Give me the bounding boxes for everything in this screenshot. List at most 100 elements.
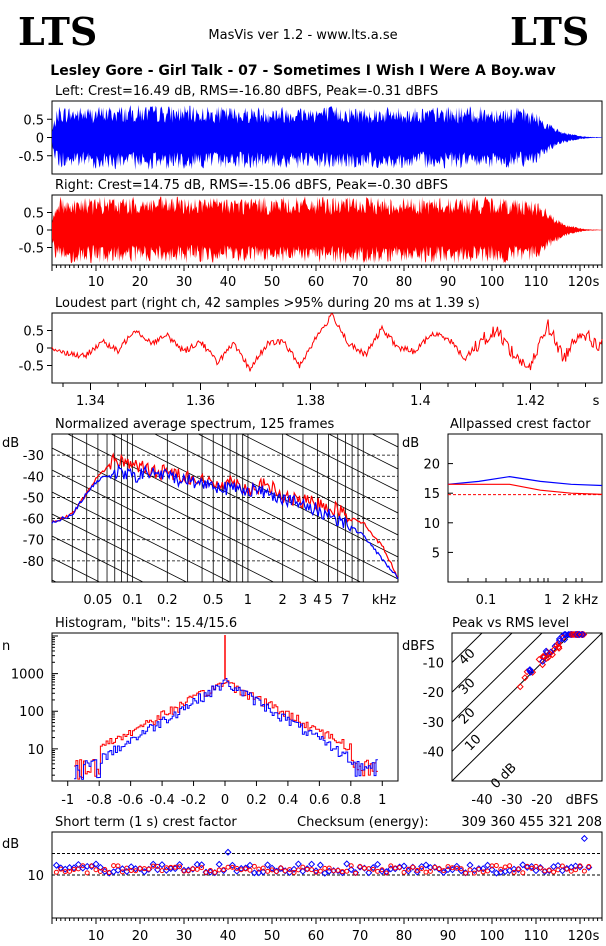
- crest-point-red: [573, 867, 579, 873]
- crest-point-blue: [426, 863, 434, 872]
- crest-point-blue: [220, 867, 228, 875]
- crest-point-blue: [66, 864, 74, 872]
- x-tick-label: 90: [440, 929, 457, 944]
- crest-point-red: [348, 863, 354, 869]
- y-tick-label: 10: [423, 517, 440, 532]
- right-title: Right: Crest=14.75 dB, RMS=-15.06 dBFS, …: [55, 178, 448, 193]
- crest-point-blue: [299, 867, 307, 875]
- rms-point: [527, 668, 535, 676]
- y-tick-label: -30: [423, 716, 444, 731]
- spectrum-panel: Normalized average spectrum, 125 frames …: [2, 417, 399, 865]
- crest-point-red: [185, 868, 191, 874]
- x-tick-label: 3: [299, 593, 307, 608]
- x-tick-label: -0.6: [118, 793, 143, 808]
- crest-point-blue: [378, 867, 386, 875]
- crest-point-red: [265, 868, 271, 874]
- peakrms-ylabel: dBFS: [402, 639, 435, 654]
- crest-point-blue: [457, 867, 465, 875]
- crest-point-blue: [347, 866, 355, 874]
- peakrms-plot: 40 30 20 100 dB -10 -20 -30 -40 -40 -30 -20 dBFS: [423, 630, 602, 808]
- file-title: Lesley Gore - Girl Talk - 07 - Sometimes…: [50, 63, 555, 79]
- crest-point-blue: [343, 860, 351, 868]
- loudest-title: Loudest part (right ch, 42 samples >95% …: [55, 296, 480, 311]
- x-tick-label: 40: [220, 275, 237, 290]
- slope-line: [52, 690, 398, 865]
- crest-diagonal: [452, 633, 543, 723]
- x-unit-label: s: [593, 394, 600, 409]
- crest-point-red: [581, 868, 587, 874]
- rms-point: [566, 630, 574, 639]
- x-tick-label: 7: [341, 593, 349, 608]
- crest-point-red: [146, 866, 152, 872]
- spectrum-ylabel: dB: [2, 436, 19, 451]
- x-tick-label: 0.5: [203, 593, 224, 608]
- y-tick-label: 0: [36, 342, 44, 357]
- x-tick-label: 0.4: [278, 793, 299, 808]
- crest-point-red: [102, 867, 108, 873]
- crest-point-red: [84, 870, 90, 876]
- left-channel-panel: Left: Crest=16.49 dB, RMS=-16.80 dBFS, P…: [19, 84, 603, 175]
- crest-point-blue: [250, 869, 258, 877]
- crest-point-red: [427, 868, 433, 874]
- app-title: MasVis ver 1.2 - www.lts.a.se: [208, 28, 397, 43]
- crest-point-red: [405, 866, 411, 872]
- x-tick-label: 10: [88, 929, 105, 944]
- crest-point-red: [247, 867, 253, 873]
- rms-point: [543, 648, 551, 656]
- crest-point-red: [190, 866, 196, 872]
- crest-point-red: [432, 864, 438, 870]
- rms-point: [539, 657, 547, 665]
- shortcrest-title: Short term (1 s) crest factor: [55, 815, 237, 830]
- y-tick-label: -50: [23, 491, 44, 506]
- x-tick-label: -0.4: [149, 793, 174, 808]
- x-tick-label: 0.1: [122, 593, 143, 608]
- rms-point: [521, 674, 529, 682]
- slope-line: [327, 434, 398, 470]
- right-ticks: 0.5 0 -0.5: [19, 207, 52, 257]
- crest-point-blue: [338, 869, 346, 877]
- crest-point-red: [221, 867, 227, 873]
- x-tick-label: 4: [313, 593, 321, 608]
- histogram-panel: Histogram, "bits": 15.4/15.6 n 100010010…: [2, 616, 399, 808]
- x-tick-label: 110: [524, 929, 549, 944]
- x-tick-label: 0.6: [309, 793, 330, 808]
- crest-point-red: [471, 870, 477, 876]
- crest-point-red: [282, 868, 288, 874]
- rms-point: [574, 630, 582, 639]
- crest-point-blue: [237, 864, 245, 872]
- crest-point-red: [463, 870, 469, 876]
- spectrum-frame: [51, 433, 399, 583]
- y-tick-label: 5: [432, 546, 440, 561]
- crest-point-blue: [224, 848, 232, 856]
- crest-point-blue: [308, 860, 316, 868]
- crest-point-red: [111, 863, 117, 869]
- left-waveform: [52, 105, 602, 170]
- loudest-trace: [51, 313, 603, 372]
- crest-point-blue: [365, 869, 373, 877]
- crest-point-red: [458, 866, 464, 872]
- x-tick-label: 0.2: [157, 593, 178, 608]
- crest-point-red: [106, 869, 112, 875]
- crest-point-red: [476, 866, 482, 872]
- crest-point-red: [515, 866, 521, 872]
- y-tick-label: 10: [27, 743, 44, 758]
- y-tick-label: 0.5: [23, 113, 44, 128]
- left-title: Left: Crest=16.49 dB, RMS=-16.80 dBFS, P…: [55, 84, 438, 99]
- crest-point-red: [383, 870, 389, 876]
- x-tick-label: 20: [132, 275, 149, 290]
- rms-point: [550, 645, 558, 653]
- x-tick-label: 1.4: [410, 394, 431, 409]
- allpass-frame: [447, 433, 603, 583]
- y-tick-label: -10: [423, 657, 444, 672]
- crest-point-red: [304, 866, 310, 872]
- peakrms-title: Peak vs RMS level: [452, 616, 569, 631]
- x-tick-label: 60: [308, 275, 325, 290]
- rms-point: [570, 630, 578, 639]
- crest-point-blue: [585, 863, 593, 871]
- crest-point-red: [357, 864, 363, 870]
- y-tick-label: 20: [423, 458, 440, 473]
- x-tick-label: 0.05: [83, 593, 112, 608]
- rms-point: [516, 683, 524, 691]
- crest-point-red: [353, 870, 359, 876]
- crest-point-red: [436, 866, 442, 872]
